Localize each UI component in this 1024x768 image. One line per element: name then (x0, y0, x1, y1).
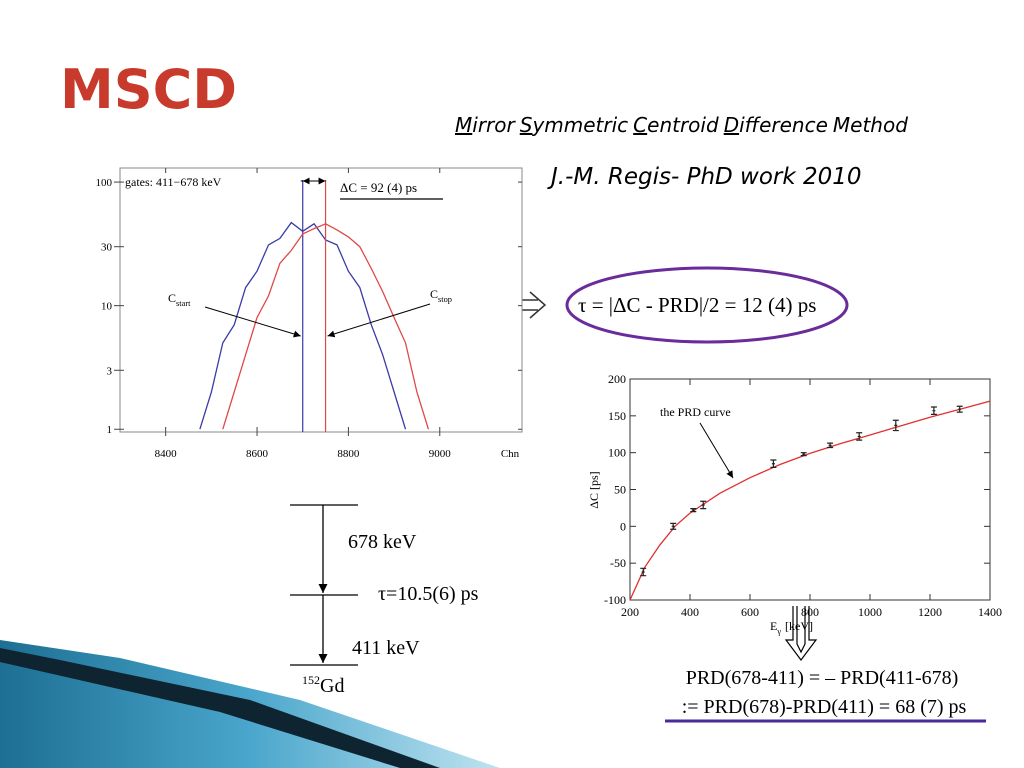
y-tick-label: -100 (604, 593, 626, 607)
label-main: C (168, 291, 176, 305)
nucleus-label: 152Gd (302, 673, 344, 697)
y-tick-label: 200 (608, 372, 626, 386)
label: Cstop (430, 287, 452, 304)
label-main: C (430, 287, 438, 301)
gamma-energy: 678 keV (348, 531, 417, 553)
error-bar (930, 406, 937, 415)
error-bar (956, 405, 963, 413)
y-tick-label: 100 (608, 446, 626, 460)
error-bar (770, 459, 777, 468)
error-bar (892, 419, 899, 432)
level-scheme (290, 504, 358, 666)
annotation: the PRD curve (660, 405, 731, 419)
y-tick-label: 0 (620, 519, 626, 533)
tau-formula: τ = |ΔC - PRD|/2 = 12 (4) ps (578, 293, 816, 317)
plot-frame (119, 167, 523, 433)
error-bar (800, 452, 807, 457)
x-tick-label: 400 (681, 605, 699, 619)
pointer (699, 422, 734, 479)
subtitle-word: Difference (723, 113, 828, 137)
label-main: E (770, 619, 777, 633)
label-rest: [keV] (785, 619, 813, 633)
y-tick-label: 100 (96, 177, 113, 189)
prd-chart: -100 -50 0 50 100 150 200 200 400 600 800 1000 1200 1… (587, 372, 1002, 636)
pointer (204, 306, 301, 338)
y-tick-label: 1 (107, 424, 113, 436)
subtitle-word: Mirror (455, 113, 515, 137)
x-tick-label: 1000 (858, 605, 882, 619)
y-tick-label: 30 (101, 242, 113, 254)
gamma-energy: 411 keV (352, 637, 420, 659)
y-tick-label: -50 (610, 556, 626, 570)
subtitle-word: Centroid (633, 113, 719, 137)
subtitle-word: Symmetric (519, 113, 629, 137)
x-tick-label: 9000 (429, 448, 452, 460)
label: Eγ [keV] (770, 619, 813, 636)
x-tick-label: 8600 (246, 448, 269, 460)
y-axis-label: ΔC [ps] (587, 471, 601, 508)
error-bar (640, 567, 647, 577)
plot-frame (629, 378, 991, 601)
x-tick-label: 1400 (978, 605, 1002, 619)
subtitle: Mirror Symmetric Centroid Difference Method (455, 113, 913, 137)
annotation: ΔC = 92 (4) ps (340, 180, 417, 195)
x-tick-label: 8400 (155, 448, 178, 460)
error-bar (700, 500, 707, 510)
data-line (629, 400, 991, 601)
formula-ellipse (565, 266, 849, 344)
element: Gd (320, 675, 344, 697)
x-tick-label: 200 (621, 605, 639, 619)
y-tick-label: 10 (101, 301, 113, 313)
label: Cstart (168, 291, 191, 308)
decor-stripe (0, 648, 440, 768)
slide-title: MSCD (60, 58, 237, 121)
y-tick-label: 50 (614, 483, 626, 497)
error-bar (670, 522, 677, 530)
spectrum-chart: 1 3 10 30 100 8400 8600 8800 9000 Chn gates: 411−6… (96, 167, 523, 460)
x-tick-label: 600 (741, 605, 759, 619)
x-axis-label: Chn (501, 448, 520, 460)
lifetime: τ=10.5(6) ps (378, 583, 479, 605)
subtitle-word: Method (832, 113, 908, 137)
author: J.-M. Regis- PhD work 2010 (547, 164, 862, 190)
y-tick-label: 3 (107, 365, 113, 377)
y-tick-label: 150 (608, 409, 626, 423)
label-sub: stop (438, 295, 452, 304)
error-bar (856, 432, 863, 441)
x-tick-label: 800 (801, 605, 819, 619)
x-tick-label: 1200 (918, 605, 942, 619)
x-tick-label: 8800 (337, 448, 360, 460)
label-sub: γ (776, 627, 781, 636)
error-bar (827, 442, 834, 449)
down-arrow (784, 606, 818, 661)
prd-result-line: PRD(678-411) = – PRD(411-678) (686, 667, 959, 689)
label-sub: start (176, 299, 191, 308)
mass-number: 152 (302, 673, 320, 687)
annotation: gates: 411−678 keV (125, 175, 222, 189)
error-bar (690, 508, 697, 513)
pointer (327, 303, 431, 338)
prd-result-line: := PRD(678)-PRD(411) = 68 (7) ps (682, 696, 967, 718)
